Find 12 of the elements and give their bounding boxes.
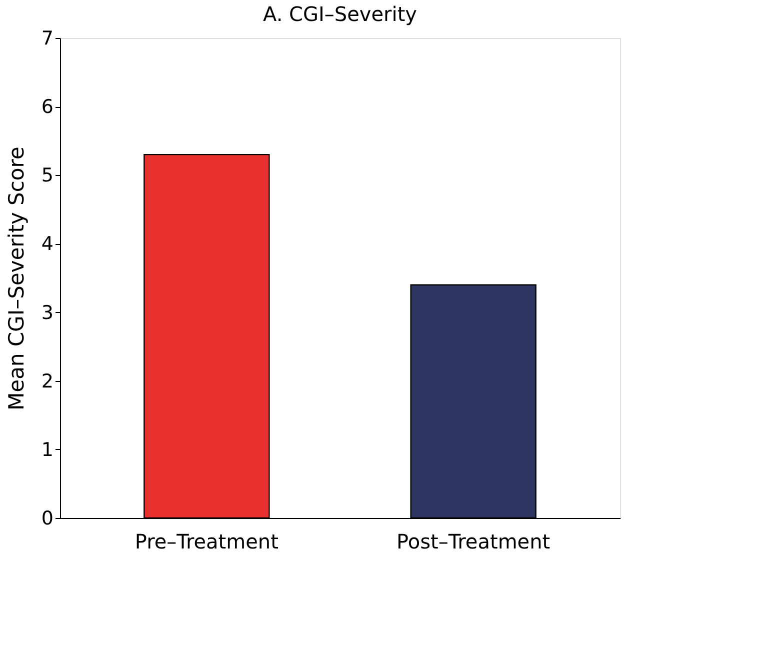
y-tick-label: 6 <box>41 96 54 118</box>
y-tick-label: 0 <box>41 508 54 530</box>
y-axis-title: Mean CGI–Severity Score <box>4 146 28 410</box>
y-tick-label: 4 <box>41 233 54 256</box>
chart-title: A. CGI–Severity <box>262 2 418 26</box>
y-tick-label: 7 <box>41 28 54 50</box>
y-tick-label: 1 <box>41 438 54 461</box>
y-tick-label: 2 <box>41 370 54 392</box>
y-tick-label: 5 <box>41 164 54 187</box>
x-tick-label: Pre–Treatment <box>134 530 279 554</box>
y-tick-label: 3 <box>41 302 54 324</box>
x-tick-label: Post–Treatment <box>396 530 550 554</box>
